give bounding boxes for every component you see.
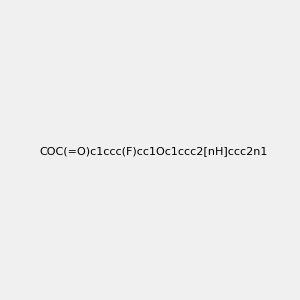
Text: COC(=O)c1ccc(F)cc1Oc1ccc2[nH]ccc2n1: COC(=O)c1ccc(F)cc1Oc1ccc2[nH]ccc2n1 <box>40 146 268 157</box>
